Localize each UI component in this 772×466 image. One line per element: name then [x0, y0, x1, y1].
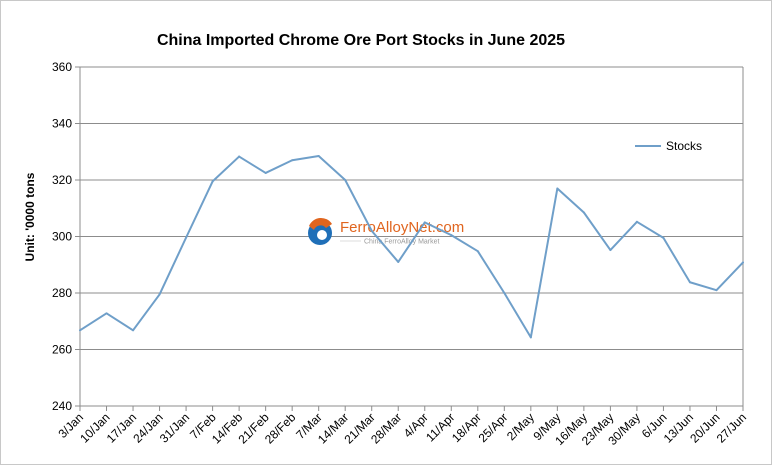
y-axis-title: Unit: '0000 tons [23, 172, 37, 261]
y-tick-label-260: 260 [52, 343, 72, 357]
data-point-27-Jun [742, 261, 744, 264]
data-point-7-Mar [317, 154, 320, 157]
legend: Stocks [635, 139, 702, 153]
y-tick-label-320: 320 [52, 173, 72, 187]
data-point-25-Apr [503, 292, 506, 294]
data-point-28-Feb [291, 159, 294, 162]
y-tick-label-360: 360 [52, 60, 72, 74]
y-tick-label-280: 280 [52, 286, 72, 300]
watermark-tagline: China FerroAlloy Market [364, 239, 440, 246]
data-point-11-Apr [450, 234, 453, 237]
data-point-31-Jan [185, 236, 188, 239]
x-tick-label-8: 28/Feb [262, 410, 299, 447]
y-tick-label-300: 300 [52, 230, 72, 244]
data-point-6-Jun [662, 236, 665, 239]
x-tick-label-17: 2/May [504, 410, 537, 443]
data-point-14-Feb [238, 155, 241, 158]
data-point-2-May [529, 336, 532, 339]
watermark: FerroAlloyNet.com China FerroAlloy Marke… [308, 217, 464, 246]
watermark-name: FerroAlloyNet.com [340, 219, 464, 236]
legend-label-stocks: Stocks [666, 139, 702, 153]
data-point-18-Apr [476, 250, 479, 253]
x-tick-label-15: 18/Apr [449, 410, 484, 445]
gridlines [80, 66, 743, 407]
x-tick-label-4: 31/Jan [157, 410, 192, 445]
data-point-30-May [635, 220, 638, 223]
x-axis-ticks: 3/Jan10/Jan17/Jan24/Jan31/Jan7/Feb14/Feb… [55, 406, 749, 448]
data-point-28-Mar [397, 260, 400, 263]
data-point-17-Jan [132, 329, 135, 332]
x-tick-label-16: 25/Apr [476, 410, 511, 445]
data-point-10-Jan [105, 312, 108, 315]
watermark-logo-orange [309, 217, 332, 230]
y-tick-label-340: 340 [52, 117, 72, 131]
data-point-7-Feb [211, 180, 214, 183]
watermark-logo-center [317, 230, 327, 240]
data-point-9-May [556, 187, 559, 190]
data-point-21-Mar [370, 229, 373, 232]
x-tick-label-25: 27/Jun [714, 410, 749, 445]
data-point-3-Jan [79, 329, 81, 332]
y-tick-label-240: 240 [52, 399, 72, 413]
data-point-23-May [609, 249, 612, 252]
series-layer [79, 154, 744, 339]
data-point-4-Apr [423, 221, 426, 224]
chart-title: China Imported Chrome Ore Port Stocks in… [157, 32, 565, 49]
data-point-20-Jun [715, 289, 718, 292]
data-point-14-Mar [344, 179, 347, 181]
y-axis-ticks: 240 260 280 300 320 340 360 [52, 60, 80, 413]
data-point-16-May [582, 211, 585, 214]
data-point-21-Feb [264, 171, 267, 174]
data-point-13-Jun [688, 281, 691, 284]
x-tick-label-12: 28/Mar [368, 410, 404, 446]
data-point-24-Jan [158, 293, 161, 296]
series-line-stocks [79, 154, 744, 339]
